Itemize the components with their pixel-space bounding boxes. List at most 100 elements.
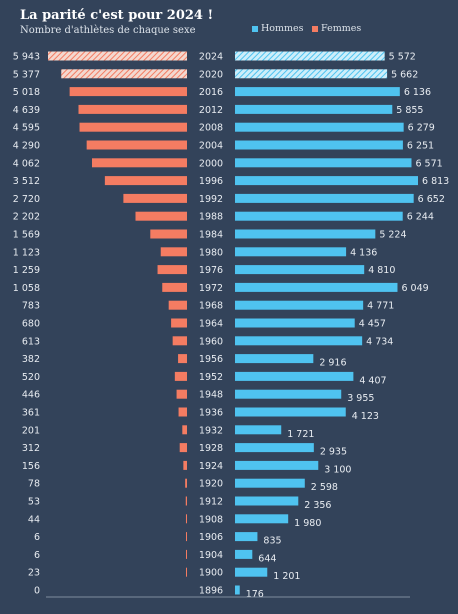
legend-item-femmes: Femmes	[312, 23, 361, 34]
label-femmes-1960: 613	[22, 336, 40, 347]
year-label-2008: 2008	[199, 123, 223, 134]
bar-hommes-2012	[235, 104, 393, 114]
label-femmes-1906: 6	[34, 532, 40, 543]
bar-hommes-1900	[235, 567, 268, 577]
bar-femmes-1968	[168, 300, 187, 310]
label-femmes-1992: 2 720	[13, 194, 40, 205]
bar-hommes-1896	[235, 585, 240, 595]
label-femmes-1928: 312	[22, 443, 40, 454]
label-hommes-1896: 176	[246, 589, 264, 600]
year-label-1968: 1968	[199, 301, 223, 312]
year-label-1932: 1932	[199, 425, 223, 436]
label-femmes-1920: 78	[28, 479, 40, 490]
year-label-1904: 1904	[199, 550, 223, 561]
year-label-1912: 1912	[199, 497, 223, 508]
label-femmes-1900: 23	[28, 568, 40, 579]
year-label-1988: 1988	[199, 212, 223, 223]
year-label-1964: 1964	[199, 319, 223, 330]
label-femmes-1988: 2 202	[13, 212, 40, 223]
year-label-1924: 1924	[199, 461, 223, 472]
label-hommes-2008: 6 279	[408, 123, 435, 134]
year-label-1972: 1972	[199, 283, 223, 294]
label-hommes-1932: 1 721	[287, 429, 314, 440]
bar-femmes-2008	[79, 122, 187, 132]
year-label-2012: 2012	[199, 105, 223, 116]
label-femmes-1948: 446	[22, 390, 40, 401]
bar-hommes-1980	[235, 247, 347, 257]
year-label-1896: 1896	[199, 586, 223, 597]
label-hommes-1960: 4 734	[366, 336, 393, 347]
year-label-1956: 1956	[199, 354, 223, 365]
bar-hommes-1988	[235, 211, 403, 221]
bar-femmes-1906	[186, 532, 187, 542]
bar-hommes-2024	[235, 51, 385, 61]
year-label-1900: 1900	[199, 568, 223, 579]
bar-hommes-1924	[235, 460, 319, 470]
legend-swatch-hommes	[252, 25, 258, 32]
year-label-1908: 1908	[199, 514, 223, 525]
label-hommes-1906: 835	[263, 536, 281, 547]
year-label-1996: 1996	[199, 176, 223, 187]
bar-hommes-1976	[235, 265, 365, 275]
bar-femmes-1980	[160, 247, 187, 257]
bar-hommes-1992	[235, 193, 414, 203]
label-hommes-1964: 4 457	[359, 319, 386, 330]
label-femmes-2008: 4 595	[13, 123, 40, 134]
label-hommes-1904: 644	[258, 553, 276, 564]
legend-label-femmes: Femmes	[321, 23, 362, 34]
label-femmes-1924: 156	[22, 461, 40, 472]
label-hommes-1984: 5 224	[379, 230, 406, 241]
bar-femmes-1908	[185, 514, 187, 524]
bar-hommes-1968	[235, 300, 364, 310]
bar-hommes-1936	[235, 407, 346, 417]
label-hommes-1900: 1 201	[273, 571, 300, 582]
label-hommes-1936: 4 123	[352, 411, 379, 422]
bar-hommes-1964	[235, 318, 355, 328]
label-hommes-1908: 1 980	[294, 518, 321, 529]
label-femmes-2000: 4 062	[13, 158, 40, 169]
year-label-1992: 1992	[199, 194, 223, 205]
bar-hommes-1906	[235, 532, 258, 542]
label-hommes-1920: 2 598	[311, 482, 338, 493]
bar-femmes-1992	[123, 193, 187, 203]
bar-hommes-1956	[235, 354, 314, 364]
bar-femmes-1924	[183, 460, 187, 470]
label-hommes-1956: 2 916	[319, 358, 346, 369]
label-femmes-2012: 4 639	[13, 105, 40, 116]
chart-title: La parité c'est pour 2024 !	[20, 8, 214, 23]
label-femmes-1980: 1 123	[13, 247, 40, 258]
label-femmes-1912: 53	[28, 497, 40, 508]
bar-femmes-1928	[179, 443, 187, 453]
label-femmes-1976: 1 259	[13, 265, 40, 276]
label-femmes-1968: 783	[22, 301, 40, 312]
bar-femmes-1964	[171, 318, 187, 328]
bar-hommes-2004	[235, 140, 403, 150]
label-hommes-1988: 6 244	[407, 212, 434, 223]
bar-femmes-1912	[185, 496, 187, 506]
label-hommes-1912: 2 356	[304, 500, 331, 511]
bar-femmes-1900	[186, 567, 187, 577]
label-hommes-2004: 6 251	[407, 141, 434, 152]
label-hommes-1924: 3 100	[324, 464, 351, 475]
bar-hommes-1908	[235, 514, 289, 524]
bar-femmes-2012	[78, 104, 187, 114]
legend-item-hommes: Hommes	[252, 23, 304, 34]
year-label-1906: 1906	[199, 532, 223, 543]
bar-femmes-1904	[186, 549, 187, 559]
bar-femmes-1920	[185, 478, 187, 488]
label-femmes-2024: 5 943	[13, 52, 40, 63]
bar-hommes-2020	[235, 69, 388, 79]
bar-hommes-2008	[235, 122, 404, 132]
bar-femmes-1932	[182, 425, 187, 435]
year-label-1984: 1984	[199, 230, 223, 241]
year-label-1936: 1936	[199, 408, 223, 419]
label-femmes-2020: 5 377	[13, 69, 40, 80]
bar-femmes-1972	[162, 282, 187, 292]
label-hommes-2000: 6 571	[415, 158, 442, 169]
label-hommes-1952: 4 407	[359, 375, 386, 386]
label-femmes-1964: 680	[22, 319, 40, 330]
bar-hommes-2000	[235, 158, 412, 168]
bar-femmes-1976	[157, 265, 187, 275]
label-hommes-1992: 6 652	[418, 194, 445, 205]
label-femmes-1956: 382	[22, 354, 40, 365]
